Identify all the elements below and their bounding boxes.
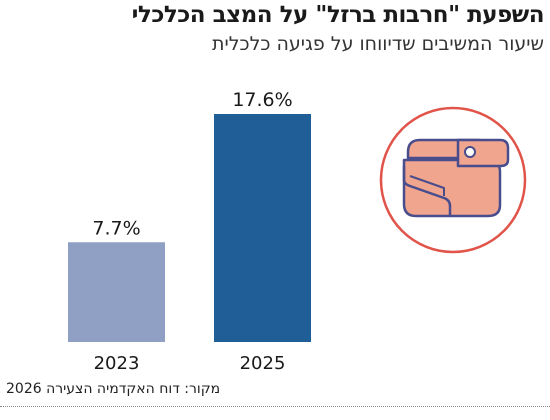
divider bbox=[0, 406, 550, 407]
bar-2025 bbox=[214, 114, 311, 342]
category-label-2025: 2025 bbox=[240, 353, 286, 374]
category-label-2023: 2023 bbox=[94, 353, 140, 374]
source-note: מקור: דוח האקדמיה הצעירה 2026 bbox=[6, 381, 221, 397]
bars-group: 7.7% 2023 17.6% 2025 bbox=[68, 89, 311, 374]
chart-title: השפעת "חרבות ברזל" על המצב הכלכלי bbox=[131, 2, 545, 28]
value-label-2025: 17.6% bbox=[232, 89, 292, 111]
chart-subtitle: שיעור המשיבים שדיווחו על פגיעה כלכלית bbox=[212, 33, 544, 55]
wallet-icon bbox=[379, 106, 527, 254]
value-label-2023: 7.7% bbox=[92, 217, 140, 239]
bar-2023 bbox=[68, 242, 165, 342]
